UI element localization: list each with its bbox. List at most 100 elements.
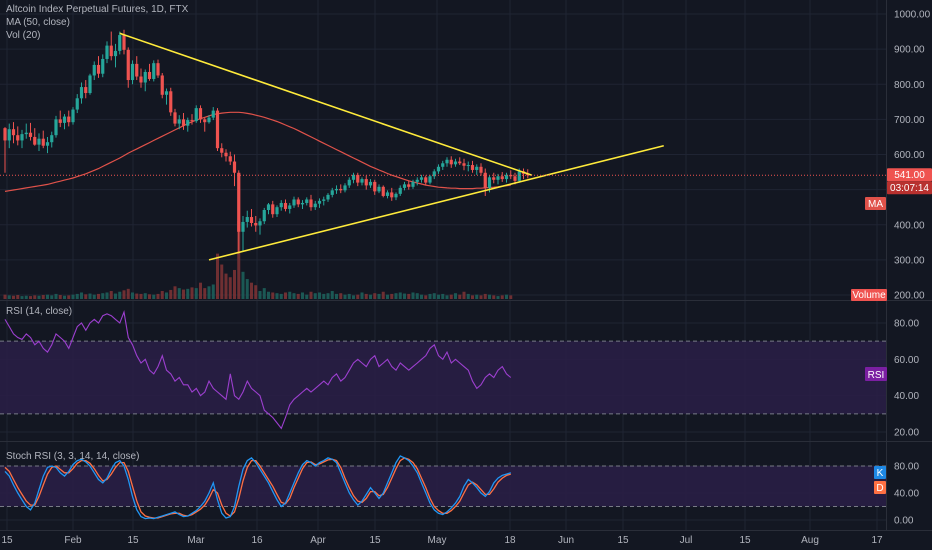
vol-legend-label[interactable]: Vol (20) xyxy=(6,30,41,41)
volume-bar xyxy=(207,286,211,299)
time-tick-label: 15 xyxy=(127,535,139,546)
price-tick-label: 600.00 xyxy=(894,150,925,161)
volume-bar xyxy=(97,293,100,299)
candle-body xyxy=(33,136,37,145)
candle-body xyxy=(37,138,41,145)
volume-bar xyxy=(381,291,385,299)
volume-bar xyxy=(462,291,466,299)
volume-bar xyxy=(37,295,41,299)
volume-bar xyxy=(250,282,253,299)
candle-body xyxy=(407,184,411,187)
volume-bar xyxy=(505,294,508,299)
volume-bar xyxy=(360,292,364,299)
volume-bar xyxy=(449,294,453,299)
volume-bar xyxy=(46,294,49,299)
trendlines xyxy=(119,32,664,261)
candle-body xyxy=(441,163,445,167)
volume-bar xyxy=(135,293,139,299)
candle-body xyxy=(169,91,173,113)
time-tick-label: Apr xyxy=(310,535,326,546)
volume-bar xyxy=(458,294,462,299)
volume-bar xyxy=(479,295,483,299)
volume-bar xyxy=(194,288,198,299)
volume-bar xyxy=(118,291,122,299)
volume-bar xyxy=(313,293,317,299)
candle-body xyxy=(198,108,203,120)
volume-bar xyxy=(267,291,270,299)
candle-body xyxy=(224,152,228,157)
stoch-tick-label: 80.00 xyxy=(894,462,919,473)
volume-bars xyxy=(3,221,513,299)
volume-bar xyxy=(173,286,177,299)
volume-bar xyxy=(437,294,440,299)
volume-bar xyxy=(41,295,45,299)
volume-bar xyxy=(199,282,202,299)
rsi-line xyxy=(4,310,512,430)
volume-bar xyxy=(203,288,207,299)
time-tick-label: 17 xyxy=(871,535,883,546)
stoch-legend: Stoch RSI (3, 3, 14, 14, close) xyxy=(6,450,139,463)
volume-bar xyxy=(12,295,15,299)
candle-body xyxy=(135,63,139,77)
volume-bar xyxy=(177,288,181,299)
candle-body xyxy=(220,148,224,153)
volume-bar xyxy=(394,293,398,299)
candle-body xyxy=(445,159,449,164)
time-tick-label: 15 xyxy=(617,535,629,546)
rsi-band-fill xyxy=(0,341,886,414)
candle-body xyxy=(279,202,283,208)
ma50-line xyxy=(4,111,511,192)
candle-body xyxy=(96,64,101,74)
volume-bar xyxy=(441,293,445,299)
rsi-legend-label[interactable]: RSI (14, close) xyxy=(6,306,73,317)
volume-bar xyxy=(432,293,436,299)
volume-bar xyxy=(292,293,296,299)
candle-body xyxy=(190,120,194,122)
symbol-title[interactable]: Altcoin Index Perpetual Futures, 1D, FTX xyxy=(6,4,189,15)
volume-bar xyxy=(211,284,215,299)
rsi-tick-label: 80.00 xyxy=(894,319,919,330)
candle-body xyxy=(249,217,254,223)
stoch-tick-label: 0.00 xyxy=(894,516,914,527)
time-tick-label: 18 xyxy=(504,535,516,546)
volume-bar xyxy=(424,295,428,299)
volume-bar xyxy=(407,293,411,299)
candle-body xyxy=(343,185,347,191)
volume-bar xyxy=(369,294,372,299)
candle-body xyxy=(275,207,279,215)
volume-bar xyxy=(126,288,130,299)
candle-body xyxy=(237,172,241,232)
volume-bar xyxy=(428,293,432,299)
volume-bar xyxy=(224,273,228,299)
volume-bar xyxy=(156,293,160,299)
volume-bar xyxy=(364,293,368,299)
stoch-legend-label[interactable]: Stoch RSI (3, 3, 14, 14, close) xyxy=(6,451,140,462)
volume-bar xyxy=(488,294,491,299)
candle-body xyxy=(496,176,500,180)
volume-bar xyxy=(165,292,168,299)
candle-body xyxy=(339,188,343,191)
volume-bar xyxy=(284,292,287,299)
candle-body xyxy=(75,98,79,110)
ma-legend-label[interactable]: MA (50, close) xyxy=(6,17,70,28)
ma-axis-tag: MA xyxy=(868,199,883,210)
candle-body xyxy=(271,204,275,215)
candle-body xyxy=(245,217,249,222)
candle-body xyxy=(266,204,271,210)
candle-body xyxy=(377,186,381,192)
volume-bar xyxy=(245,279,249,299)
axes: 1000.00900.00800.00700.00600.00500.00400… xyxy=(1,10,932,546)
stoch-k-line xyxy=(4,455,511,520)
last-price-tag: 541.00 xyxy=(894,170,925,181)
candle-body xyxy=(62,116,67,123)
volume-bar xyxy=(54,293,58,299)
volume-bar xyxy=(148,294,151,299)
candle-body xyxy=(483,172,487,188)
volume-bar xyxy=(471,295,474,299)
candle-body xyxy=(330,190,334,195)
volume-bar xyxy=(131,292,134,299)
candle-body xyxy=(351,174,356,180)
candle-body xyxy=(262,209,266,222)
candle-body xyxy=(288,205,292,209)
